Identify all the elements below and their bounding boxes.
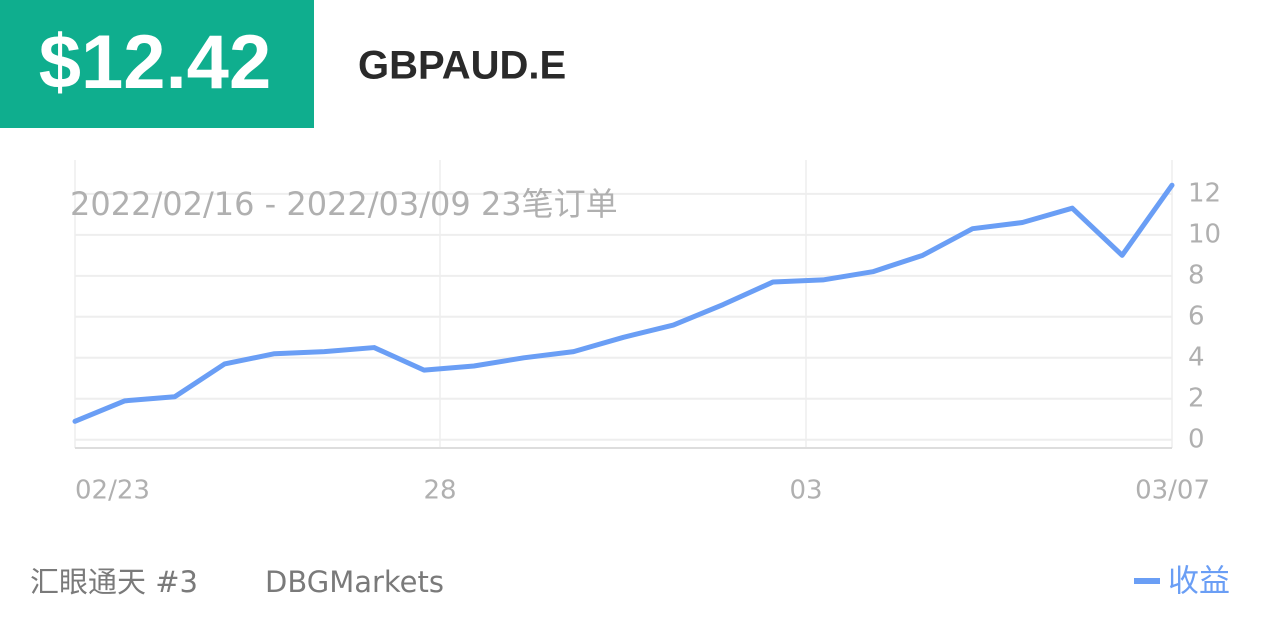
y-tick-label: 0 bbox=[1188, 424, 1205, 454]
symbol: GBPAUD.E bbox=[358, 44, 566, 88]
x-tick-label: 02/23 bbox=[75, 476, 150, 506]
y-tick-label: 4 bbox=[1188, 342, 1205, 372]
y-tick-label: 10 bbox=[1188, 219, 1221, 249]
y-tick-label: 12 bbox=[1188, 178, 1221, 208]
chart: 0 2 4 6 8 10 12 02/23 28 03 03/07 bbox=[72, 160, 1221, 506]
y-tick-label: 8 bbox=[1188, 260, 1205, 290]
chart-subtitle: 2022/02/16 - 2022/03/09 23笔订单 bbox=[70, 185, 618, 223]
footer-name: 汇眼通天 #3 bbox=[30, 565, 198, 599]
y-tick-label: 6 bbox=[1188, 301, 1205, 331]
y-tick-label: 2 bbox=[1188, 383, 1205, 413]
legend: 收益 bbox=[1134, 564, 1230, 600]
footer-broker: DBGMarkets bbox=[265, 565, 444, 599]
x-tick-label: 03/07 bbox=[1135, 476, 1210, 506]
x-tick-label: 28 bbox=[423, 476, 456, 506]
x-tick-label: 03 bbox=[789, 476, 822, 506]
price-badge bbox=[0, 0, 314, 128]
line-series bbox=[72, 182, 1175, 424]
price: $12.42 bbox=[39, 20, 271, 105]
legend-label: 收益 bbox=[1168, 564, 1230, 600]
